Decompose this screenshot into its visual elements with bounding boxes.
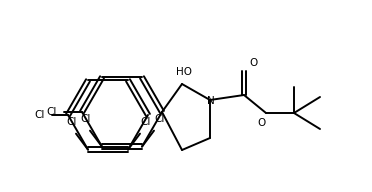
Text: Cl: Cl bbox=[47, 107, 57, 117]
Text: HO: HO bbox=[176, 67, 192, 77]
Text: Cl: Cl bbox=[35, 110, 45, 120]
Text: Cl: Cl bbox=[67, 117, 77, 127]
Text: Cl: Cl bbox=[141, 117, 151, 127]
Text: O: O bbox=[249, 58, 257, 68]
Text: Cl: Cl bbox=[81, 114, 91, 124]
Text: Cl: Cl bbox=[155, 114, 165, 124]
Text: N: N bbox=[207, 96, 215, 106]
Text: O: O bbox=[258, 118, 266, 128]
